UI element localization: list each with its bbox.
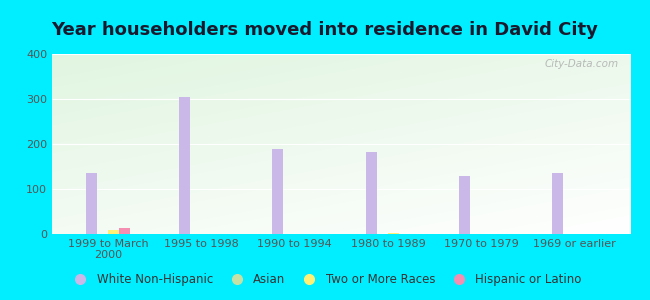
Legend: White Non-Hispanic, Asian, Two or More Races, Hispanic or Latino: White Non-Hispanic, Asian, Two or More R… xyxy=(64,269,586,291)
Bar xyxy=(388,233,399,234)
Bar xyxy=(272,148,283,234)
Bar xyxy=(179,97,190,234)
Bar xyxy=(108,230,119,234)
Bar xyxy=(365,152,377,234)
Bar xyxy=(459,176,470,234)
Bar xyxy=(119,228,131,234)
Bar xyxy=(86,173,97,234)
Bar xyxy=(552,173,564,234)
Text: Year householders moved into residence in David City: Year householders moved into residence i… xyxy=(51,21,599,39)
Text: City-Data.com: City-Data.com xyxy=(545,59,619,69)
